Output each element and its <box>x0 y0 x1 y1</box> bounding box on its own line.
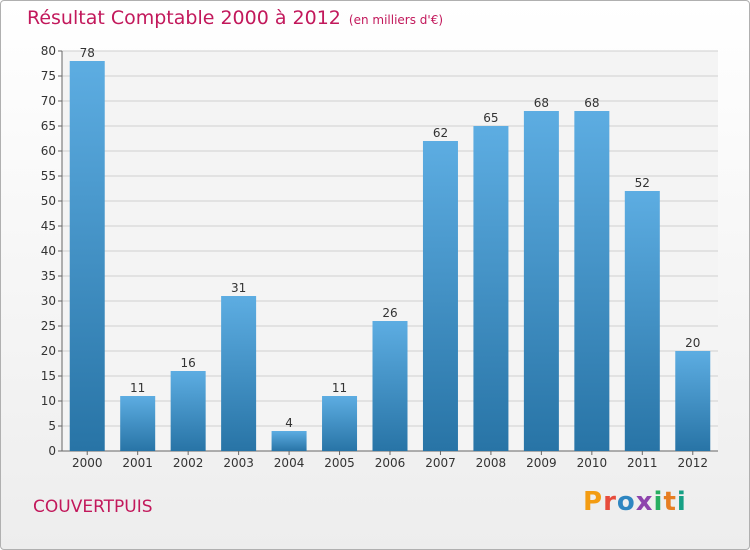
data-label: 20 <box>685 336 700 350</box>
data-label: 68 <box>584 96 599 110</box>
bar <box>271 431 307 451</box>
logo-letter: t <box>663 487 677 517</box>
data-label: 11 <box>130 381 145 395</box>
data-label: 52 <box>635 176 650 190</box>
data-label: 31 <box>231 281 246 295</box>
bar <box>523 111 559 451</box>
y-tick-label: 40 <box>41 244 56 258</box>
y-tick-label: 45 <box>41 219 56 233</box>
bar <box>69 61 105 451</box>
x-tick-label: 2006 <box>375 456 406 470</box>
data-label: 11 <box>332 381 347 395</box>
y-tick-label: 20 <box>41 344 56 358</box>
logo-letter: i <box>676 487 687 517</box>
data-label: 16 <box>181 356 196 370</box>
x-tick-label: 2001 <box>122 456 153 470</box>
y-tick-label: 15 <box>41 369 56 383</box>
bar <box>221 296 257 451</box>
x-tick-label: 2009 <box>526 456 557 470</box>
chart-subtitle: (en milliers d'€) <box>348 13 444 27</box>
bar <box>473 126 509 451</box>
logo-letter: o <box>616 487 636 517</box>
logo-letter: P <box>583 487 604 517</box>
bar <box>675 351 711 451</box>
x-tick-label: 2008 <box>476 456 507 470</box>
logo-letter: x <box>635 487 654 517</box>
y-tick-label: 50 <box>41 194 56 208</box>
y-tick-label: 0 <box>48 444 56 458</box>
bar <box>372 321 408 451</box>
x-tick-label: 2003 <box>223 456 254 470</box>
x-tick-label: 2007 <box>425 456 456 470</box>
x-tick-label: 2004 <box>274 456 305 470</box>
x-tick-label: 2010 <box>577 456 608 470</box>
x-tick-label: 2005 <box>324 456 355 470</box>
y-tick-label: 10 <box>41 394 56 408</box>
proxiti-logo: Proxiti <box>583 487 687 517</box>
chart-title: Résultat Comptable 2000 à 2012 (en millie… <box>27 7 443 29</box>
y-tick-label: 25 <box>41 319 56 333</box>
y-tick-label: 70 <box>41 94 56 108</box>
logo-letter: r <box>603 487 617 517</box>
y-tick-label: 75 <box>41 69 56 83</box>
bar <box>574 111 610 451</box>
y-tick-label: 65 <box>41 119 56 133</box>
chart-title-text: Résultat Comptable 2000 à 2012 <box>27 7 341 29</box>
data-label: 4 <box>285 416 293 430</box>
bar <box>322 396 358 451</box>
data-label: 78 <box>80 46 95 60</box>
bar <box>120 396 156 451</box>
data-label: 65 <box>483 111 498 125</box>
data-label: 68 <box>534 96 549 110</box>
data-label: 62 <box>433 126 448 140</box>
data-label: 26 <box>382 306 397 320</box>
bar <box>624 191 660 451</box>
y-tick-label: 60 <box>41 144 56 158</box>
commune-name: COUVERTPUIS <box>33 497 153 517</box>
logo-letter: i <box>653 487 664 517</box>
x-tick-label: 2012 <box>677 456 708 470</box>
y-tick-label: 5 <box>48 419 56 433</box>
bar <box>422 141 458 451</box>
y-tick-label: 55 <box>41 169 56 183</box>
bar <box>170 371 206 451</box>
x-tick-label: 2000 <box>72 456 103 470</box>
x-tick-label: 2011 <box>627 456 658 470</box>
x-tick-label: 2002 <box>173 456 204 470</box>
y-tick-label: 80 <box>41 44 56 58</box>
y-tick-label: 35 <box>41 269 56 283</box>
y-tick-label: 30 <box>41 294 56 308</box>
